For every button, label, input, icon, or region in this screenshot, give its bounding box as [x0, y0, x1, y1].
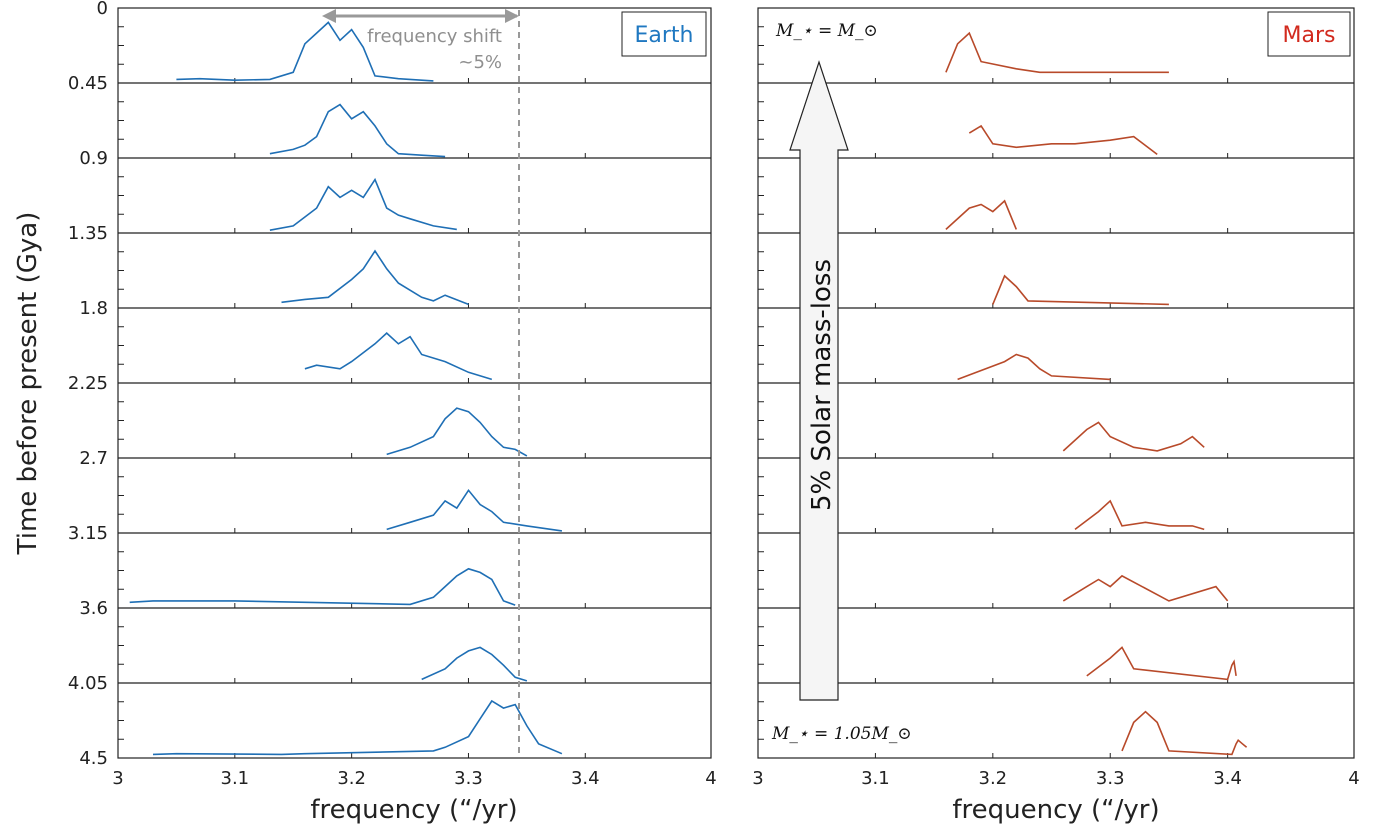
y-tick-label: 4.5: [79, 748, 108, 769]
earth-x-tick-label: 3: [112, 768, 123, 789]
mars-legend: Mars: [1283, 23, 1336, 48]
y-tick-label: 2.7: [79, 448, 108, 469]
y-tick-label: 3.6: [79, 598, 108, 619]
earth-series-row-6: [386, 488, 563, 532]
mars-x-tick-label: 4: [1348, 768, 1359, 789]
earth-rows: [117, 21, 712, 758]
earth-x-ticks: 3 3.1 3.2 3.3 3.4 4: [112, 768, 716, 789]
mars-series-row-1: [968, 124, 1158, 156]
mars-series-row-5: [1062, 421, 1205, 452]
earth-series-row-2: [269, 177, 457, 231]
earth-series-row-7: [129, 567, 516, 606]
shift-label-line2: ~5%: [458, 52, 502, 73]
y-tick-label: 0.9: [79, 148, 108, 169]
mass-bottom-label: M_⋆ = 1.05M_⊙: [771, 724, 912, 744]
mass-top-label: M_⋆ = M_⊙: [775, 21, 878, 41]
mars-x-tick-label: 3.3: [1096, 768, 1125, 789]
earth-series-row-4: [304, 332, 493, 381]
mars-legend-box: [1267, 11, 1351, 57]
earth-x-tick-label: 3.2: [337, 768, 366, 789]
mars-rows: [757, 26, 1355, 758]
mars-x-ticks: 3 3.1 3.2 3.3 3.4 4: [752, 768, 1359, 789]
y-tick-label: 0.45: [68, 73, 108, 94]
earth-series-row-0: [176, 21, 434, 82]
mars-series-row-0: [945, 31, 1169, 74]
mars-series-row-7: [1062, 574, 1229, 602]
mars-x-tick-label: 3.4: [1213, 768, 1242, 789]
earth-series-row-5: [386, 407, 528, 457]
y-tick-label: 3.15: [68, 523, 108, 544]
earth-series-row-3: [281, 249, 469, 306]
earth-legend-box: [621, 11, 707, 57]
earth-x-tick-label: 3.4: [571, 768, 600, 789]
mars-series-row-6: [1074, 499, 1205, 531]
earth-legend: Earth: [635, 23, 694, 48]
shift-label-line1: frequency shift: [367, 26, 502, 47]
earth-x-tick-label: 3.3: [454, 768, 483, 789]
earth-x-tick-label: 4: [705, 768, 716, 789]
mars-series-row-3: [992, 274, 1169, 306]
earth-x-axis-label: frequency (“/yr): [310, 795, 517, 825]
mars-series-row-4: [957, 353, 1111, 381]
mars-series-row-8: [1086, 646, 1237, 681]
mass-loss-label: 5% Solar mass-loss: [807, 259, 837, 511]
y-tick-label: 0: [97, 0, 108, 19]
shift-arrow-right-head: [505, 9, 519, 23]
y-tick-label: 4.05: [68, 673, 108, 694]
y-tick-label: 1.8: [79, 298, 108, 319]
shift-arrow-left-head: [322, 9, 336, 23]
mass-bottom-label-bg: [766, 718, 924, 746]
mass-loss-arrow: [789, 60, 849, 701]
earth-x-tick-label: 3.1: [221, 768, 250, 789]
y-tick-label: 1.35: [68, 223, 108, 244]
mars-x-tick-label: 3.2: [979, 768, 1008, 789]
y-tick-label: 2.25: [68, 373, 108, 394]
mars-x-axis-label: frequency (“/yr): [952, 795, 1159, 825]
earth-y-ticks: 0 0.45 0.9 1.35 1.8 2.25 2.7 3.15 3.6 4.05 4.5: [68, 0, 108, 769]
mars-series-row-2: [945, 199, 1018, 230]
mars-x-tick-label: 3.1: [861, 768, 890, 789]
mars-x-tick-label: 3: [752, 768, 763, 789]
mars-series-row-9: [1121, 710, 1248, 756]
earth-series-row-1: [269, 103, 446, 158]
earth-series-row-8: [421, 646, 528, 682]
earth-series-row-9: [152, 699, 563, 756]
y-axis-label: Time before present (Gya): [13, 212, 43, 556]
